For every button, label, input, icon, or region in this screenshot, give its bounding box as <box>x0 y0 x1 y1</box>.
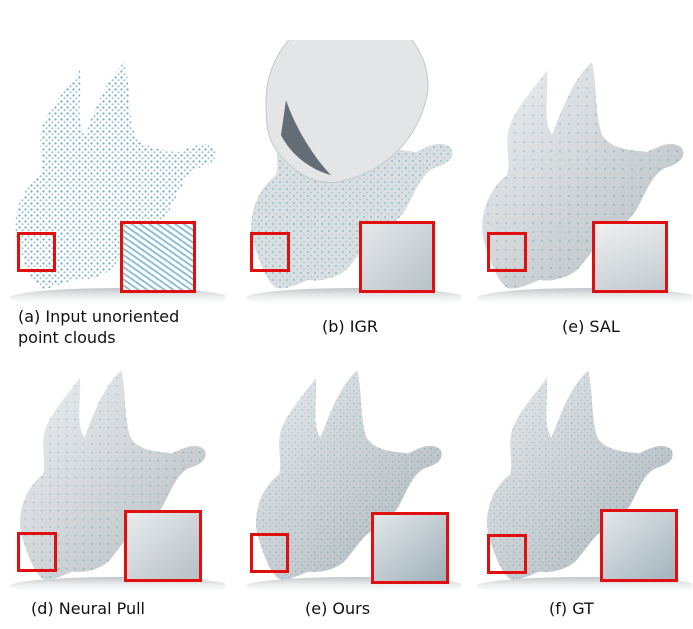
panel-input-points: (a) Input unoriented point clouds <box>0 0 231 360</box>
panel-ours: (e) Ours <box>231 345 462 629</box>
zoom-region-marker <box>487 232 527 272</box>
dragon-sal-render <box>467 40 692 310</box>
caption-neural-pull: (d) Neural Pull <box>31 599 145 618</box>
zoom-inset <box>359 221 435 293</box>
zoom-region-marker <box>17 532 57 572</box>
dragon-igr-render <box>236 40 461 310</box>
zoom-inset <box>600 509 678 582</box>
dragon-point-cloud-render <box>0 40 225 310</box>
caption-sal: (e) SAL <box>562 317 620 336</box>
zoom-inset <box>371 512 449 584</box>
caption-ours: (e) Ours <box>305 599 371 618</box>
caption-input: (a) Input unoriented point clouds <box>18 307 180 347</box>
panel-igr: (b) IGR <box>231 0 462 360</box>
zoom-region-marker <box>250 533 289 573</box>
zoom-inset <box>592 221 668 293</box>
caption-gt: (f) GT <box>549 599 594 618</box>
zoom-region-marker <box>487 534 527 574</box>
zoom-inset <box>120 221 196 293</box>
panel-gt: (f) GT <box>462 345 693 629</box>
zoom-inset <box>124 510 202 582</box>
zoom-region-marker <box>250 232 290 272</box>
panel-neural-pull: (d) Neural Pull <box>0 345 231 629</box>
caption-igr: (b) IGR <box>322 317 378 336</box>
zoom-region-marker <box>17 232 56 272</box>
panel-sal: (e) SAL <box>462 0 693 360</box>
